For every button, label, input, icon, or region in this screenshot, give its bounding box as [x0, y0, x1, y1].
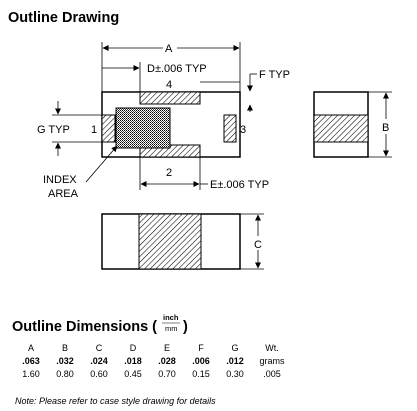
mm-a: 1.60 [22, 369, 40, 379]
dimensions-table: A B C D E F G Wt. .063 .032 .024 .018 .0… [14, 342, 292, 381]
dimension-e [139, 157, 208, 190]
index-area [115, 107, 171, 149]
pad-3-label: 3 [240, 124, 246, 136]
mm-d: 0.45 [124, 369, 142, 379]
pad-3 [223, 114, 237, 143]
header-e: E [163, 343, 170, 353]
pad-2-label: 2 [166, 167, 172, 179]
dimension-g-label: G TYP [37, 124, 70, 136]
dimension-c-label: C [254, 239, 262, 251]
dimension-d [102, 62, 141, 92]
dimension-a-label: A [165, 43, 173, 55]
index-area-label-line2: AREA [48, 188, 79, 200]
dimension-b [368, 91, 392, 158]
header-c: C [95, 343, 103, 353]
dimension-g [52, 101, 102, 156]
dimension-f-label: F TYP [259, 69, 290, 81]
bottom-view-terminal [138, 213, 202, 270]
dimensions-title: Outline Dimensions ( [12, 319, 157, 335]
index-area-leader [85, 145, 118, 183]
bottom-view [101, 213, 241, 270]
inch-c: .024 [90, 356, 108, 366]
inch-f: .006 [192, 356, 210, 366]
outline-drawing-title: Outline Drawing [8, 10, 119, 26]
index-area-label-line1: INDEX [43, 174, 77, 186]
dimension-b-label: B [382, 122, 389, 134]
inch-g: .012 [226, 356, 244, 366]
pad-4 [139, 91, 201, 105]
inch-b: .032 [56, 356, 74, 366]
dimension-c [240, 213, 264, 270]
side-view-terminal [313, 114, 369, 143]
pad-1-label: 1 [91, 124, 97, 136]
inch-d: .018 [124, 356, 142, 366]
header-a: A [27, 343, 34, 353]
mm-f: 0.15 [192, 369, 210, 379]
note-text: Note: Please refer to case style drawing… [15, 396, 216, 406]
mm-b: 0.80 [56, 369, 74, 379]
inch-a: .063 [22, 356, 40, 366]
header-b: B [61, 343, 68, 353]
unit-mm-label: mm [165, 324, 178, 333]
dimension-e-label: E±.006 TYP [210, 179, 269, 191]
dimensions-title-close: ) [183, 319, 188, 335]
mm-c: 0.60 [90, 369, 108, 379]
weight-unit: grams [259, 356, 285, 366]
mm-values-row: 1.60 0.80 0.60 0.45 0.70 0.15 0.30 .005 [14, 368, 292, 381]
pad-4-label: 4 [166, 79, 172, 91]
dimension-a [101, 42, 241, 92]
dimensions-header-row: A B C D E F G Wt. [14, 342, 292, 355]
header-g: G [231, 343, 239, 353]
dimension-d-label: D±.006 TYP [147, 63, 207, 75]
inch-values-row: .063 .032 .024 .018 .028 .006 .012 grams [14, 355, 292, 368]
unit-inch-label: inch [163, 313, 179, 322]
header-f: F [198, 343, 204, 353]
side-view [313, 91, 369, 158]
top-view [101, 91, 241, 158]
mm-e: 0.70 [158, 369, 176, 379]
header-d: D [129, 343, 137, 353]
dimension-f [200, 73, 257, 112]
mm-g: 0.30 [226, 369, 244, 379]
weight-value: .005 [263, 369, 281, 379]
inch-e: .028 [158, 356, 176, 366]
pad-1 [101, 114, 116, 143]
header-wt: Wt. [265, 343, 279, 353]
